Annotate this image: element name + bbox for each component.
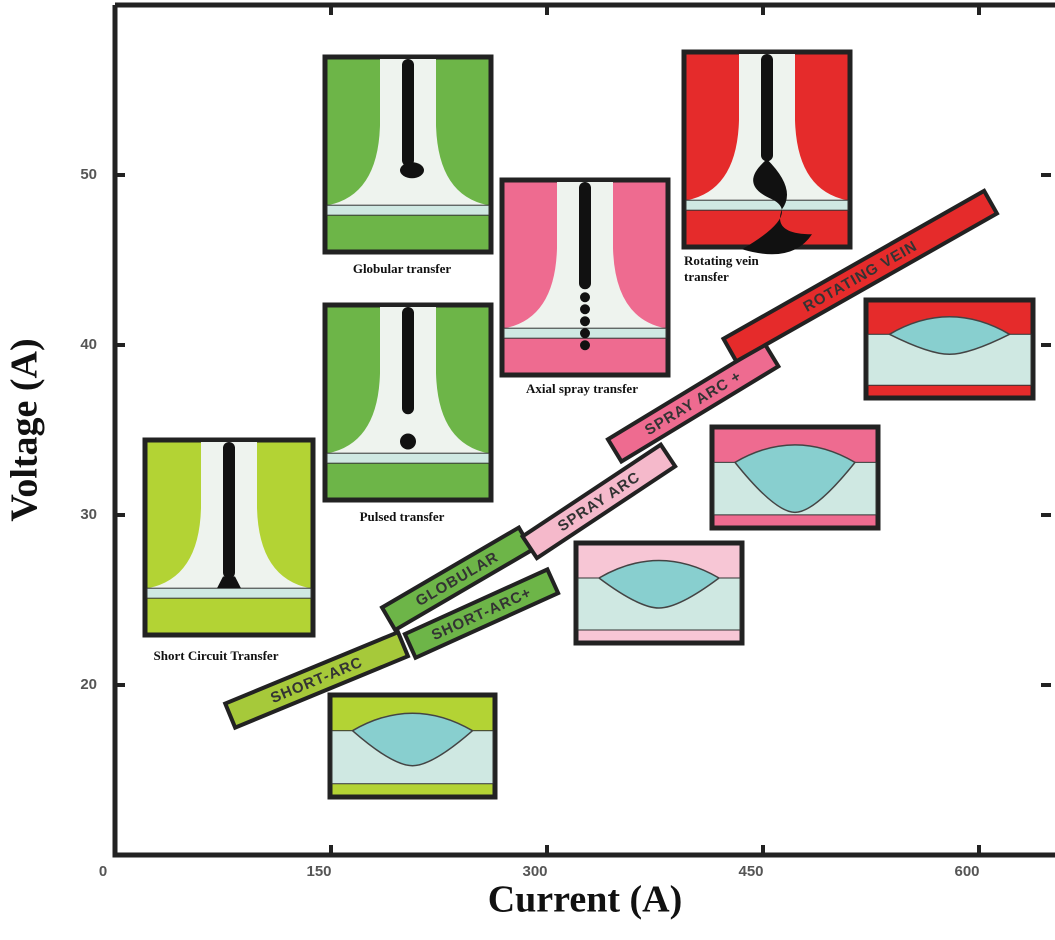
x-tick-label: 0: [99, 863, 107, 880]
x-tick-label: 300: [522, 863, 547, 880]
annotation: Rotating vein transfer: [684, 253, 794, 285]
annotation: Axial spray transfer: [526, 381, 638, 396]
x-tick-label: 450: [738, 863, 763, 880]
x-tick-label: 150: [306, 863, 331, 880]
y-tick-label: 40: [80, 336, 97, 353]
annotation: Globular transfer: [353, 261, 452, 276]
band-label: SPRAY ARC: [555, 468, 644, 535]
inset-drop: [400, 434, 416, 450]
page: Short Circuit Transfer Globular transfer…: [0, 0, 1055, 940]
inset-drop: [580, 292, 590, 302]
inset-plate: [686, 200, 848, 210]
inset-electrode: [402, 307, 414, 414]
y-tick-label: 20: [80, 676, 97, 693]
y-tick-label: 30: [80, 506, 97, 523]
x-tick-label: 600: [954, 863, 979, 880]
inset-drop: [580, 328, 590, 338]
inset-drop: [580, 304, 590, 314]
annotation: Pulsed transfer: [360, 509, 445, 524]
inset-plate: [327, 205, 489, 215]
inset-plate: [327, 453, 489, 463]
chart: Short Circuit Transfer Globular transfer…: [0, 0, 1055, 940]
inset-electrode: [761, 54, 773, 161]
y-tick-label: 50: [80, 166, 97, 183]
inset-plate: [147, 588, 311, 598]
axis-frame: [115, 5, 1055, 855]
inset-electrode: [223, 442, 235, 579]
inset-electrode: [579, 182, 591, 289]
annotation: Short Circuit Transfer: [154, 648, 279, 663]
inset-electrode: [402, 59, 414, 166]
inset-drop: [400, 162, 424, 178]
inset-drop: [580, 340, 590, 350]
x-axis-label: Current (A): [488, 879, 683, 921]
inset-drop: [580, 316, 590, 326]
y-axis-label: Voltage (A): [4, 338, 46, 521]
